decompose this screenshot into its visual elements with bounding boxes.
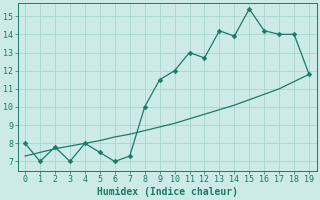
X-axis label: Humidex (Indice chaleur): Humidex (Indice chaleur): [97, 186, 237, 197]
